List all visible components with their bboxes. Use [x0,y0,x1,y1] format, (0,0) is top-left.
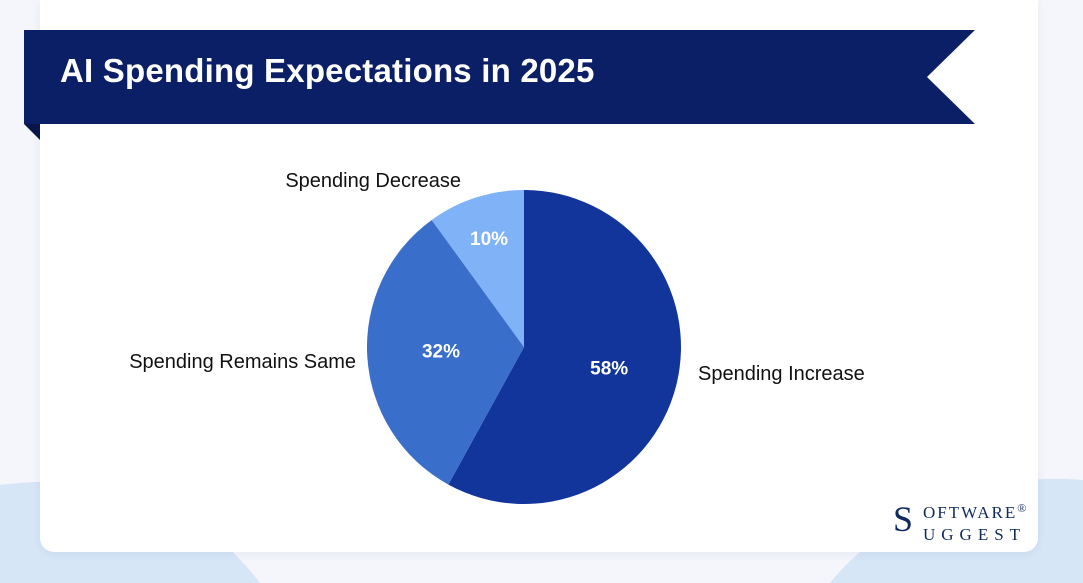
pie-slice-decrease [431,190,524,347]
title-banner [24,30,975,140]
category-label-decrease: Spending Decrease [285,170,461,192]
logo-line-1: OFTWARE® [923,501,1027,522]
pie-slice-increase [448,190,682,504]
category-label-same: Spending Remains Same [129,351,356,373]
chart-title: AI Spending Expectations in 2025 [60,52,595,89]
category-label-increase: Spending Increase [698,363,865,385]
logo-initial: S [893,499,914,539]
slice-value-label-increase: 58% [590,358,628,379]
pie-slice-same [367,219,524,485]
slice-value-label-decrease: 10% [470,229,508,250]
slice-value-label-same: 32% [422,342,460,363]
logo-line-2: UGGEST [923,525,1027,544]
